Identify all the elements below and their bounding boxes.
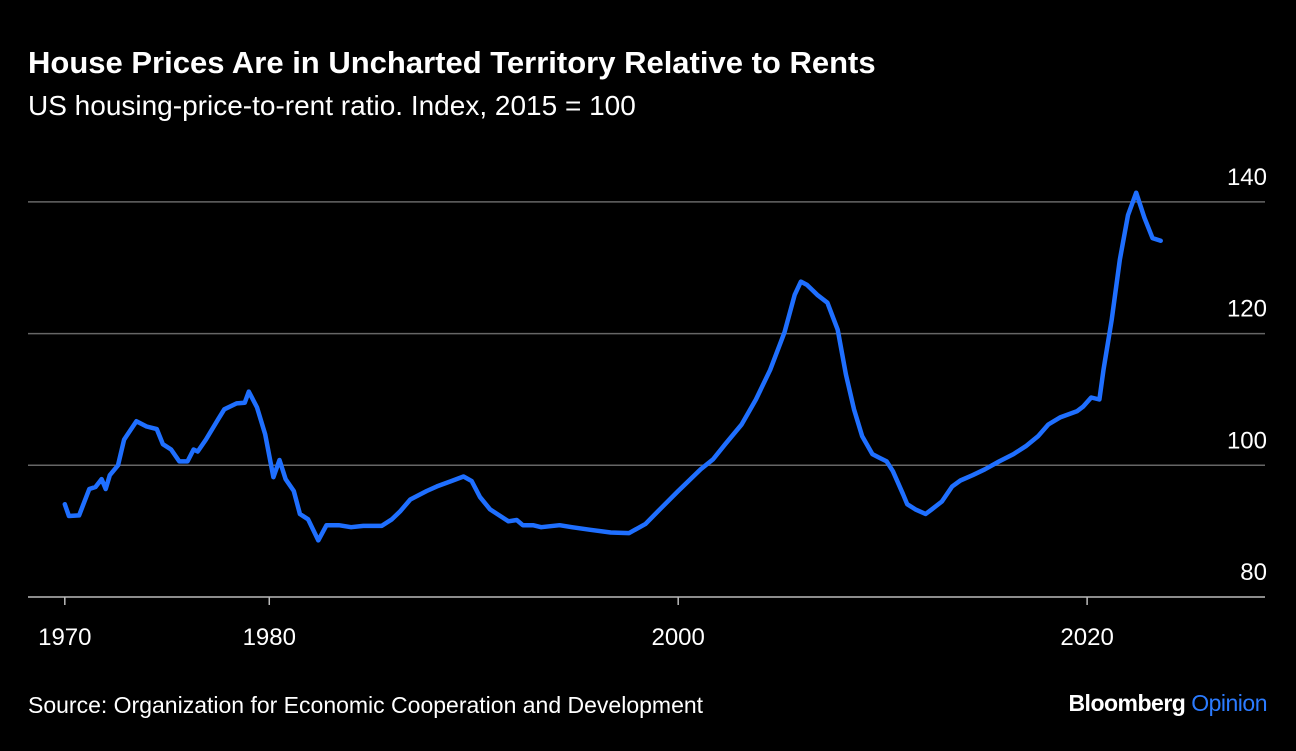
y-tick-label: 140 — [1227, 164, 1267, 191]
brand: Bloomberg Opinion — [1068, 690, 1267, 716]
chart-title: House Prices Are in Uncharted Territory … — [28, 45, 876, 80]
y-tick-label: 80 — [1240, 559, 1267, 586]
x-tick-label: 2020 — [1060, 624, 1113, 651]
brand-name: Bloomberg — [1068, 690, 1185, 716]
y-tick-label: 120 — [1227, 296, 1267, 323]
x-tick-label: 2000 — [651, 624, 704, 651]
chart-subtitle: US housing-price-to-rent ratio. Index, 2… — [28, 90, 636, 121]
source: Source: Organization for Economic Cooper… — [28, 692, 704, 718]
x-tick-label: 1970 — [38, 624, 91, 651]
brand-section: Opinion — [1191, 690, 1267, 716]
x-tick-label: 1980 — [243, 624, 296, 651]
data-line — [62, 190, 1163, 543]
y-tick-label: 100 — [1227, 427, 1267, 454]
